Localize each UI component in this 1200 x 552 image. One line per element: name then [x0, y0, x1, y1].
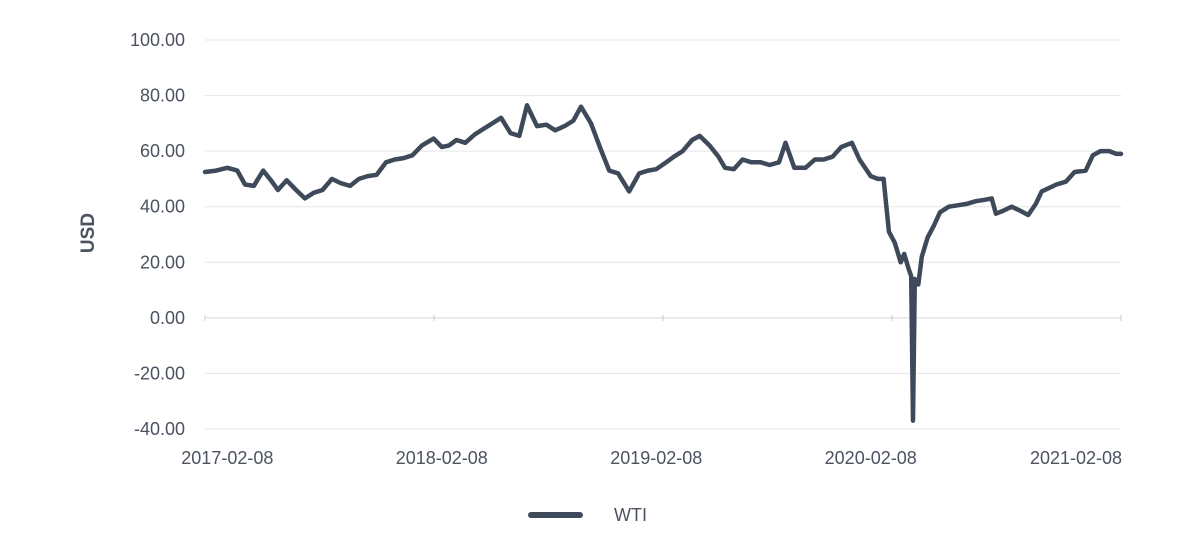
y-tick-label: -40.00	[134, 419, 185, 439]
y-axis-title: USD	[78, 213, 99, 253]
y-tick-label: 20.00	[140, 252, 185, 272]
gridlines	[205, 40, 1121, 429]
y-tick-label: 80.00	[140, 86, 185, 106]
y-axis: 100.00 80.00 60.00 40.00 20.00 0.00 -20.00 -40.…	[130, 30, 185, 439]
x-tick-label: 2018-02-08	[396, 448, 488, 468]
x-tick-label: 2020-02-08	[825, 448, 917, 468]
x-tick-label: 2021-02-08	[1030, 448, 1122, 468]
y-tick-label: 100.00	[130, 30, 185, 50]
y-tick-label: -20.00	[134, 363, 185, 383]
x-axis: 2017-02-08 2018-02-08 2019-02-08 2020-02-08…	[181, 448, 1122, 468]
y-tick-label: 0.00	[150, 308, 185, 328]
legend-label-wti: WTI	[614, 505, 647, 525]
y-tick-label: 60.00	[140, 141, 185, 161]
legend: WTI	[531, 505, 647, 525]
y-tick-label: 40.00	[140, 197, 185, 217]
x-tick-label: 2019-02-08	[610, 448, 702, 468]
x-tick-label: 2017-02-08	[181, 448, 273, 468]
